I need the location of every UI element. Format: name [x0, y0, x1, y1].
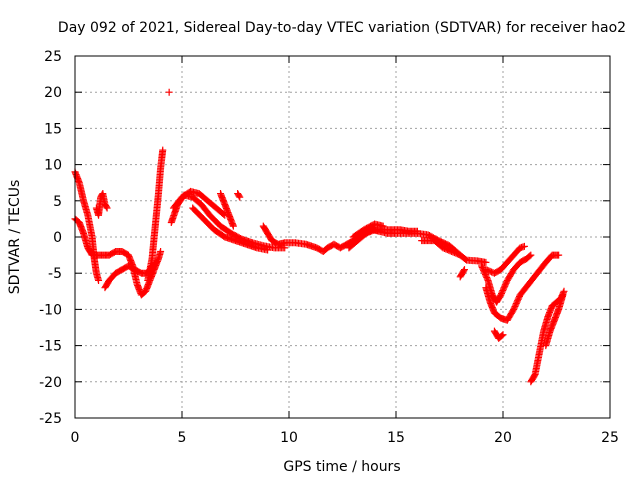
data-point — [460, 267, 468, 275]
data-point — [460, 266, 468, 274]
data-point — [520, 242, 528, 250]
plot-frame — [74, 55, 611, 419]
data-point — [555, 251, 563, 259]
data-point — [235, 192, 243, 200]
data-point — [236, 193, 244, 201]
data-point — [102, 203, 110, 211]
x-tick-label: 15 — [387, 430, 405, 446]
data-point — [499, 331, 507, 339]
y-tick-label: 5 — [53, 194, 62, 210]
y-tick-label: -5 — [48, 266, 62, 282]
data-point — [498, 332, 506, 340]
x-tick-label: 25 — [601, 430, 619, 446]
y-tick-label: -10 — [39, 302, 62, 318]
data-point — [527, 251, 535, 259]
x-tick-labels: 0 5 10 15 20 25 — [71, 430, 619, 446]
data-point — [560, 287, 568, 295]
x-tick-label: 5 — [178, 430, 187, 446]
data-point — [157, 247, 165, 255]
data-point — [413, 227, 421, 235]
y-tick-label: 20 — [44, 85, 62, 101]
x-tick-label: 0 — [71, 430, 80, 446]
data-point — [95, 276, 103, 284]
y-axis-label: SDTVAR / TECUs — [7, 180, 23, 295]
data-point — [456, 251, 464, 259]
data-point — [103, 204, 111, 212]
data-point — [455, 250, 463, 258]
y-tick-label: -20 — [39, 375, 62, 391]
y-tick-label: -15 — [39, 339, 62, 355]
data-point — [159, 146, 167, 154]
data-point — [264, 246, 272, 254]
data-points — [71, 88, 568, 386]
data-point — [482, 258, 490, 266]
grid-lines — [75, 56, 610, 418]
y-tick-label: 15 — [44, 121, 62, 137]
y-tick-labels: 25 20 15 10 5 0 -5 -10 -15 -20 -25 — [39, 49, 62, 427]
data-point — [559, 291, 567, 299]
y-tick-label: 25 — [44, 49, 62, 65]
data-point — [526, 252, 534, 260]
x-axis-label: GPS time / hours — [283, 459, 400, 475]
x-tick-label: 10 — [280, 430, 298, 446]
y-tick-label: -25 — [39, 411, 62, 427]
x-tick-label: 20 — [494, 430, 512, 446]
y-tick-label: 0 — [53, 230, 62, 246]
y-tick-label: 10 — [44, 158, 62, 174]
data-point — [165, 88, 173, 96]
chart-title: Day 092 of 2021, Sidereal Day-to-day VTE… — [58, 20, 626, 36]
data-point — [379, 222, 387, 230]
data-point — [229, 222, 237, 230]
